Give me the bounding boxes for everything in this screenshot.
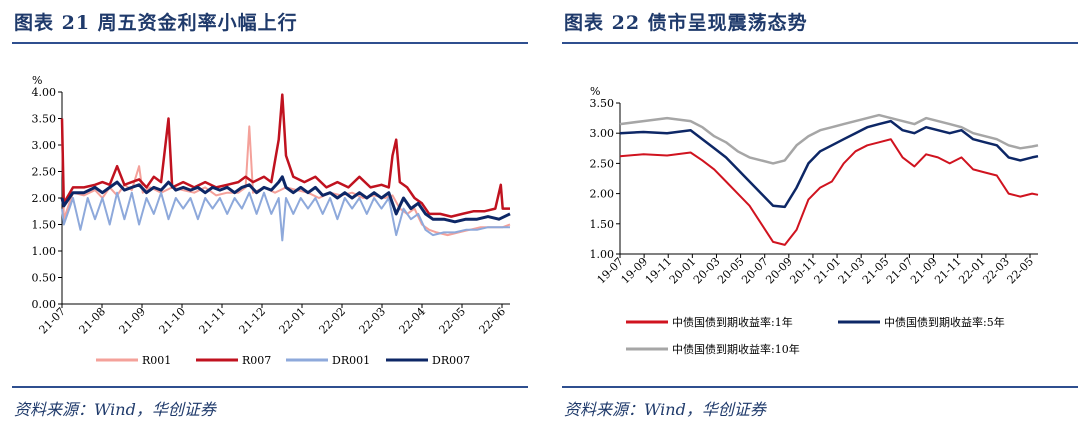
- source-rule: [12, 386, 528, 388]
- x-tick-label: 21-09: [908, 255, 940, 287]
- y-tick-label: 0.50: [32, 272, 57, 285]
- x-tick-label: 21-05: [860, 255, 892, 287]
- x-tick-label: 20-05: [715, 255, 747, 287]
- y-tick-label: 2.00: [32, 192, 57, 205]
- legend-label: 中债国债到期收益率:1年: [672, 315, 793, 329]
- y-tick-label: 3.50: [32, 113, 57, 126]
- x-tick-label: 22-02: [317, 305, 349, 337]
- x-tick-label: 22-06: [477, 305, 509, 337]
- source-note: 资料来源：Wind，华创证券: [14, 400, 216, 419]
- y-tick-label: 3.00: [32, 139, 57, 152]
- x-tick-label: 22-01: [956, 255, 988, 287]
- x-tick-label: 21-01: [812, 255, 844, 287]
- x-tick-label: 21-08: [77, 305, 109, 337]
- x-tick-label: 21-07: [884, 255, 916, 287]
- money-rate-chart: % 0.00 0.50 1.00 1.50 2.00 2.50 3.00 3.50 4.00 21-…: [32, 74, 511, 367]
- series-line-2: [619, 119, 1039, 209]
- x-tick-label: 19-11: [643, 255, 675, 287]
- x-tick-label: 20-07: [739, 255, 771, 287]
- x-tick-label: 22-03: [357, 305, 389, 337]
- series-line-4: [60, 175, 511, 224]
- x-tick-label: 21-10: [157, 305, 189, 337]
- figure-22: 图表 22 债市呈现震荡态势 % 1.00 1.50 2.00 2.50 3.00 3.50…: [550, 0, 1080, 440]
- y-tick-label: 0.00: [32, 298, 57, 311]
- x-tick-label: 21-11: [197, 305, 229, 337]
- x-tick-label: 21-09: [117, 305, 149, 337]
- source-note: 资料来源：Wind，华创证券: [564, 400, 766, 419]
- y-tick-label: 1.50: [590, 218, 615, 231]
- x-tick-label: 22-04: [397, 305, 429, 337]
- figure-21: 图表 21 周五资金利率小幅上行 % 0.00 0.50 1.00 1.50 2.00 2.…: [0, 0, 530, 440]
- y-tick-label: 3.00: [590, 127, 615, 140]
- series-line-2: [60, 93, 510, 218]
- source-rule: [562, 386, 1078, 388]
- legend-label: R001: [142, 354, 171, 367]
- x-tick-label: 20-11: [787, 255, 819, 287]
- title-rule: [562, 42, 1078, 44]
- y-tick-label: 2.00: [590, 188, 615, 201]
- x-tick-label: 20-03: [691, 255, 723, 287]
- x-tick-label: 21-11: [932, 255, 964, 287]
- series-line-3: [619, 113, 1039, 165]
- y-tick-label: 4.00: [32, 86, 57, 99]
- y-tick-label: 2.50: [590, 157, 615, 170]
- y-tick-label: 1.50: [32, 219, 57, 232]
- x-tick-label: 22-05: [1005, 255, 1037, 287]
- bond-yield-chart: %1.001.502.002.503.003.5019-0719-0919-11…: [590, 85, 1039, 356]
- legend-label: R007: [242, 354, 271, 367]
- figure-title: 图表 21 周五资金利率小幅上行: [14, 12, 298, 34]
- y-unit-label: %: [590, 85, 600, 98]
- x-tick-label: 22-05: [437, 305, 469, 337]
- legend-label: DR001: [332, 354, 370, 367]
- y-tick-label: 3.50: [590, 97, 615, 110]
- legend-label: 中债国债到期收益率:5年: [884, 315, 1005, 329]
- x-tick-label: 22-01: [277, 305, 309, 337]
- x-tick-label: 21-03: [836, 255, 868, 287]
- y-tick-label: 2.50: [32, 166, 57, 179]
- x-tick-label: 19-09: [619, 255, 651, 287]
- series-line-1: [619, 138, 1039, 246]
- x-tick-label: 22-03: [980, 255, 1012, 287]
- series-line-3: [61, 191, 510, 242]
- y-unit-label: %: [32, 74, 42, 87]
- legend-label: DR007: [432, 354, 470, 367]
- title-rule: [12, 42, 528, 44]
- x-tick-label: 20-09: [763, 255, 795, 287]
- x-tick-label: 21-12: [237, 305, 269, 337]
- y-tick-label: 1.00: [32, 245, 57, 258]
- x-tick-label: 20-01: [667, 255, 699, 287]
- y-tick-label: 1.00: [590, 248, 615, 261]
- legend-label: 中债国债到期收益率:10年: [672, 342, 800, 356]
- figure-title: 图表 22 债市呈现震荡态势: [564, 12, 808, 34]
